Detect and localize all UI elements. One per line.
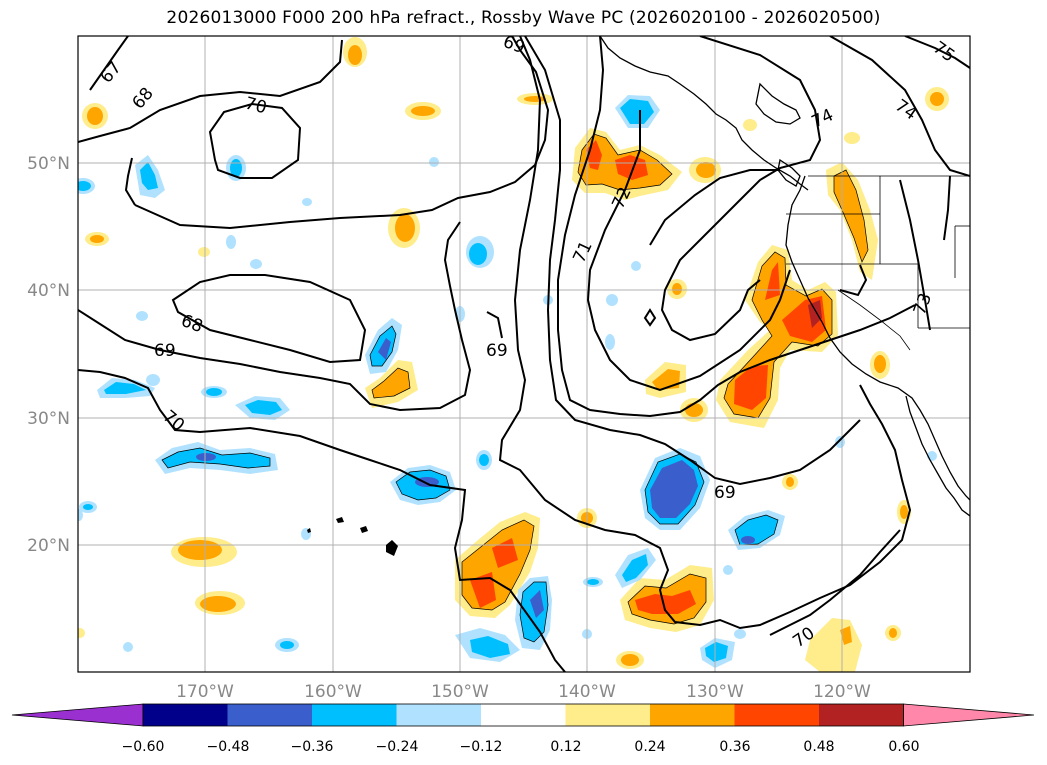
contour-73-inner [649,169,780,246]
contour-75 [904,36,970,69]
island-kauai [307,528,311,533]
contour-70-closed [208,102,302,179]
contour-70-se [769,529,901,636]
positive-patch [572,128,682,200]
colorbar-tick-label: −0.12 [460,739,503,755]
contour-69-east [498,36,912,630]
colorbar-segment [650,704,735,726]
colorbar-tick-label: −0.24 [376,739,419,755]
colorbar-tick-labels: −0.60 −0.48 −0.36 −0.24 −0.12 0.12 0.24 … [122,739,920,755]
negative-patch [78,95,937,668]
coast-baja [905,395,970,517]
colorbar: −0.60 −0.48 −0.36 −0.24 −0.12 0.12 0.24 … [11,703,1035,755]
lat-label: 30°N [27,409,70,429]
lon-label: 150°W [431,682,489,702]
contour-74 [829,36,970,177]
lon-label: 170°W [176,682,234,702]
contour-label: 69 [486,341,508,361]
contour-small-ca [839,264,868,297]
coast-islands [755,82,801,125]
contour-69-north [134,36,550,230]
island-oahu [336,517,344,523]
colorbar-extension-min [11,703,144,727]
colorbar-tick-label: 0.48 [803,739,834,755]
positive-patch [78,37,949,669]
colorbar-extension-max [903,703,1035,727]
contour-69-west [124,157,136,206]
contour-lines [78,36,970,672]
contour-label: 69 [500,32,527,58]
colorbar-segment [143,704,228,726]
colorbar-segment [481,704,566,726]
island-hawaii [386,540,398,556]
contour-label: 69 [154,341,176,361]
lon-label: 130°W [686,682,744,702]
positive-patch [455,512,862,672]
shaded-anomaly-layer [78,37,949,672]
map-title: 2026013000 F000 200 hPa refract., Rossby… [166,8,881,28]
colorbar-segment [734,704,820,726]
colorbar-segments [11,703,1035,727]
colorbar-tick-label: 0.60 [888,739,919,755]
contour-73-east2 [943,175,951,241]
colorbar-tick-label: −0.60 [122,739,165,755]
contour-70-south [78,369,566,672]
colorbar-segment [565,704,651,726]
colorbar-tick-label: 0.36 [719,739,750,755]
coastlines [599,36,970,517]
contour-small-loop [643,308,657,327]
contour-label: 69 [714,483,736,503]
lon-label: 140°W [558,682,616,702]
border-ca-nv [837,289,911,351]
coast-us-west [785,175,970,501]
map-frame [77,35,971,673]
lat-label: 20°N [27,536,70,556]
longitude-labels: 170°W 160°W 150°W 140°W 130°W 120°W [176,682,871,702]
contour-70-east [524,36,861,486]
latitude-labels: 50°N 40°N 30°N 20°N [27,154,70,556]
lat-label: 40°N [27,281,70,301]
lon-label: 120°W [813,682,871,702]
coast-alaska-bc [599,36,809,191]
political-borders [786,175,970,351]
contour-67 [89,36,129,91]
island-maui [360,526,368,533]
contour-68-north [78,39,343,143]
contour-69-small [486,311,503,339]
colorbar-segment [396,704,482,726]
contour-68-closed [171,274,367,364]
contour-69-mid [78,221,472,412]
contour-72 [586,110,791,392]
hawaii-islands [307,517,398,556]
contour-73-east [899,179,931,331]
colorbar-tick-label: −0.48 [207,739,250,755]
contour-71 [557,36,916,418]
colorbar-segment [227,704,313,726]
contour-73-74 [660,36,822,342]
colorbar-segment [312,704,397,726]
colorbar-segment [819,704,904,726]
colorbar-tick-label: 0.12 [550,739,581,755]
lon-label: 160°W [304,682,362,702]
colorbar-tick-label: −0.36 [291,739,334,755]
patch-outlines [161,133,869,643]
lat-label: 50°N [27,154,70,174]
colorbar-frame [142,703,904,727]
colorbar-tick-label: 0.24 [634,739,665,755]
